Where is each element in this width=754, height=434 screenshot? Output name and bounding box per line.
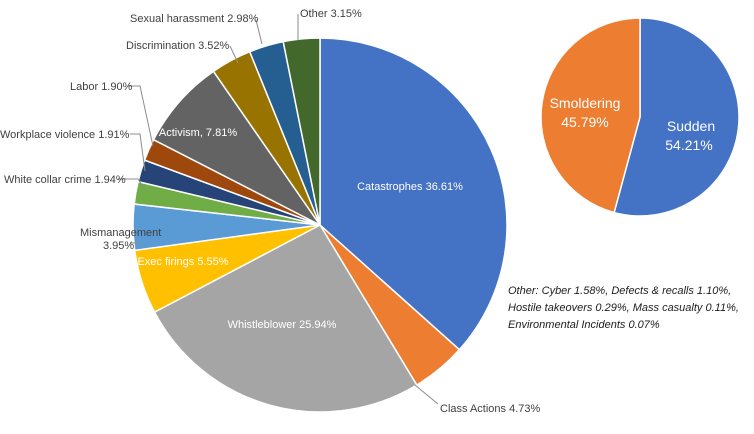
leader-line-white-collar-crime [118,178,146,191]
label-workplace-violence: Workplace violence 1.91% [0,129,130,141]
main-pie-labels: Catastrophes 36.61% Class Actions 4.73% Wh… [0,8,540,415]
main-slice-other [282,37,321,226]
main-slice-catastrophes [319,37,508,351]
leader-lines [118,14,439,405]
label-discrimination: Discrimination 3.52% [126,40,230,52]
leader-line-sexual-harassment [255,19,263,45]
label-whistleblower: Whistleblower 25.94% [228,319,337,331]
label-mismanagement: Mismanagement [80,227,161,239]
small-slice-sudden [613,17,740,217]
main-slice-whistleblower [153,224,418,413]
leader-line-class-actions [414,384,439,405]
label-catastrophes: Catastrophes 36.61% [357,181,463,193]
label-sexual-harassment: Sexual harassment 2.98% [130,13,259,25]
leader-line-discrimination [229,45,239,64]
other-breakdown-note: Other: Cyber 1.58%, Defects & recalls 1.… [508,285,739,331]
label-labor: Labor 1.90% [70,81,133,93]
sudden-smoldering-labels: Sudden 54.21% Smoldering 45.79% [550,95,716,153]
label-white-collar-crime: White collar crime 1.94% [4,174,126,186]
sudden-smoldering-pie [540,17,740,217]
leader-line-labor [128,85,154,147]
label-exec-firings: Exec firings 5.55% [137,256,228,268]
label-mismanagement-value: 3.95% [103,240,134,252]
label-smoldering: Smoldering [550,95,621,111]
main-slice-activism [152,70,321,226]
label-other: Other 3.15% [300,8,362,20]
main-pie [132,37,508,413]
label-sudden: Sudden [667,118,715,134]
leader-line-workplace-violence [130,133,146,172]
label-sudden-value: 54.21% [665,137,712,153]
label-class-actions: Class Actions 4.73% [440,403,540,415]
small-slice-smoldering [540,17,641,214]
label-smoldering-value: 45.79% [561,114,608,130]
label-activism: Activism, 7.81% [159,127,237,139]
